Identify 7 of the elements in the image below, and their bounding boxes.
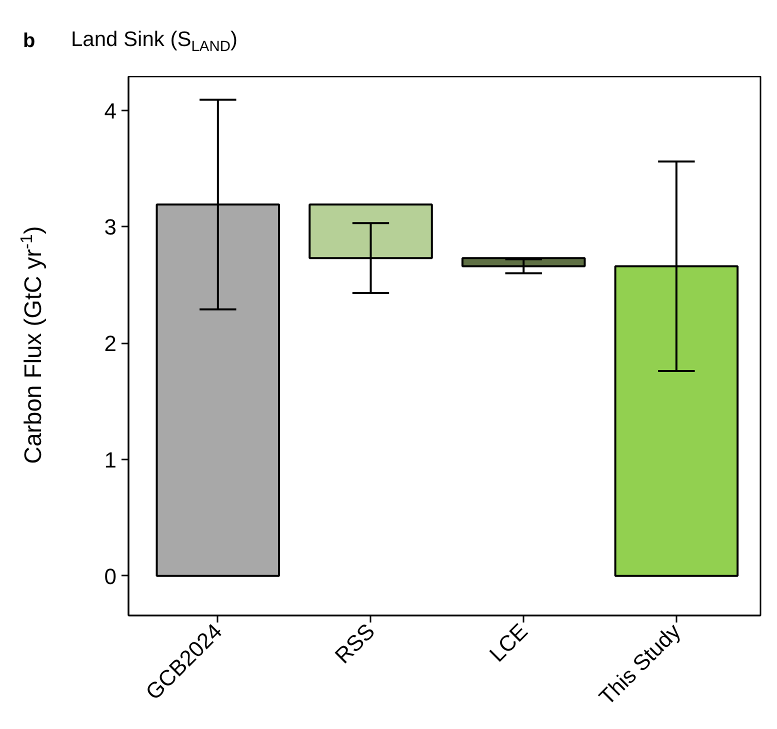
y-tick-label: 0 (104, 564, 117, 589)
chart-title: Land Sink (S$_{LAND}$) (71, 27, 238, 58)
y-tick-label: 1 (104, 448, 117, 473)
y-tick-label: 2 (104, 331, 117, 356)
text: b (23, 29, 36, 54)
y-tick-label: 4 (104, 98, 117, 124)
y-tick-label: 3 (104, 214, 117, 240)
